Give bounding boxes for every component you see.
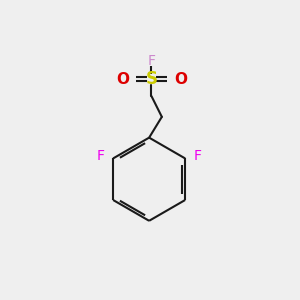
Text: F: F [193, 149, 201, 163]
Text: O: O [116, 72, 129, 87]
Text: F: F [97, 149, 105, 163]
Text: O: O [174, 72, 187, 87]
Text: S: S [146, 70, 158, 88]
Text: F: F [147, 54, 155, 68]
